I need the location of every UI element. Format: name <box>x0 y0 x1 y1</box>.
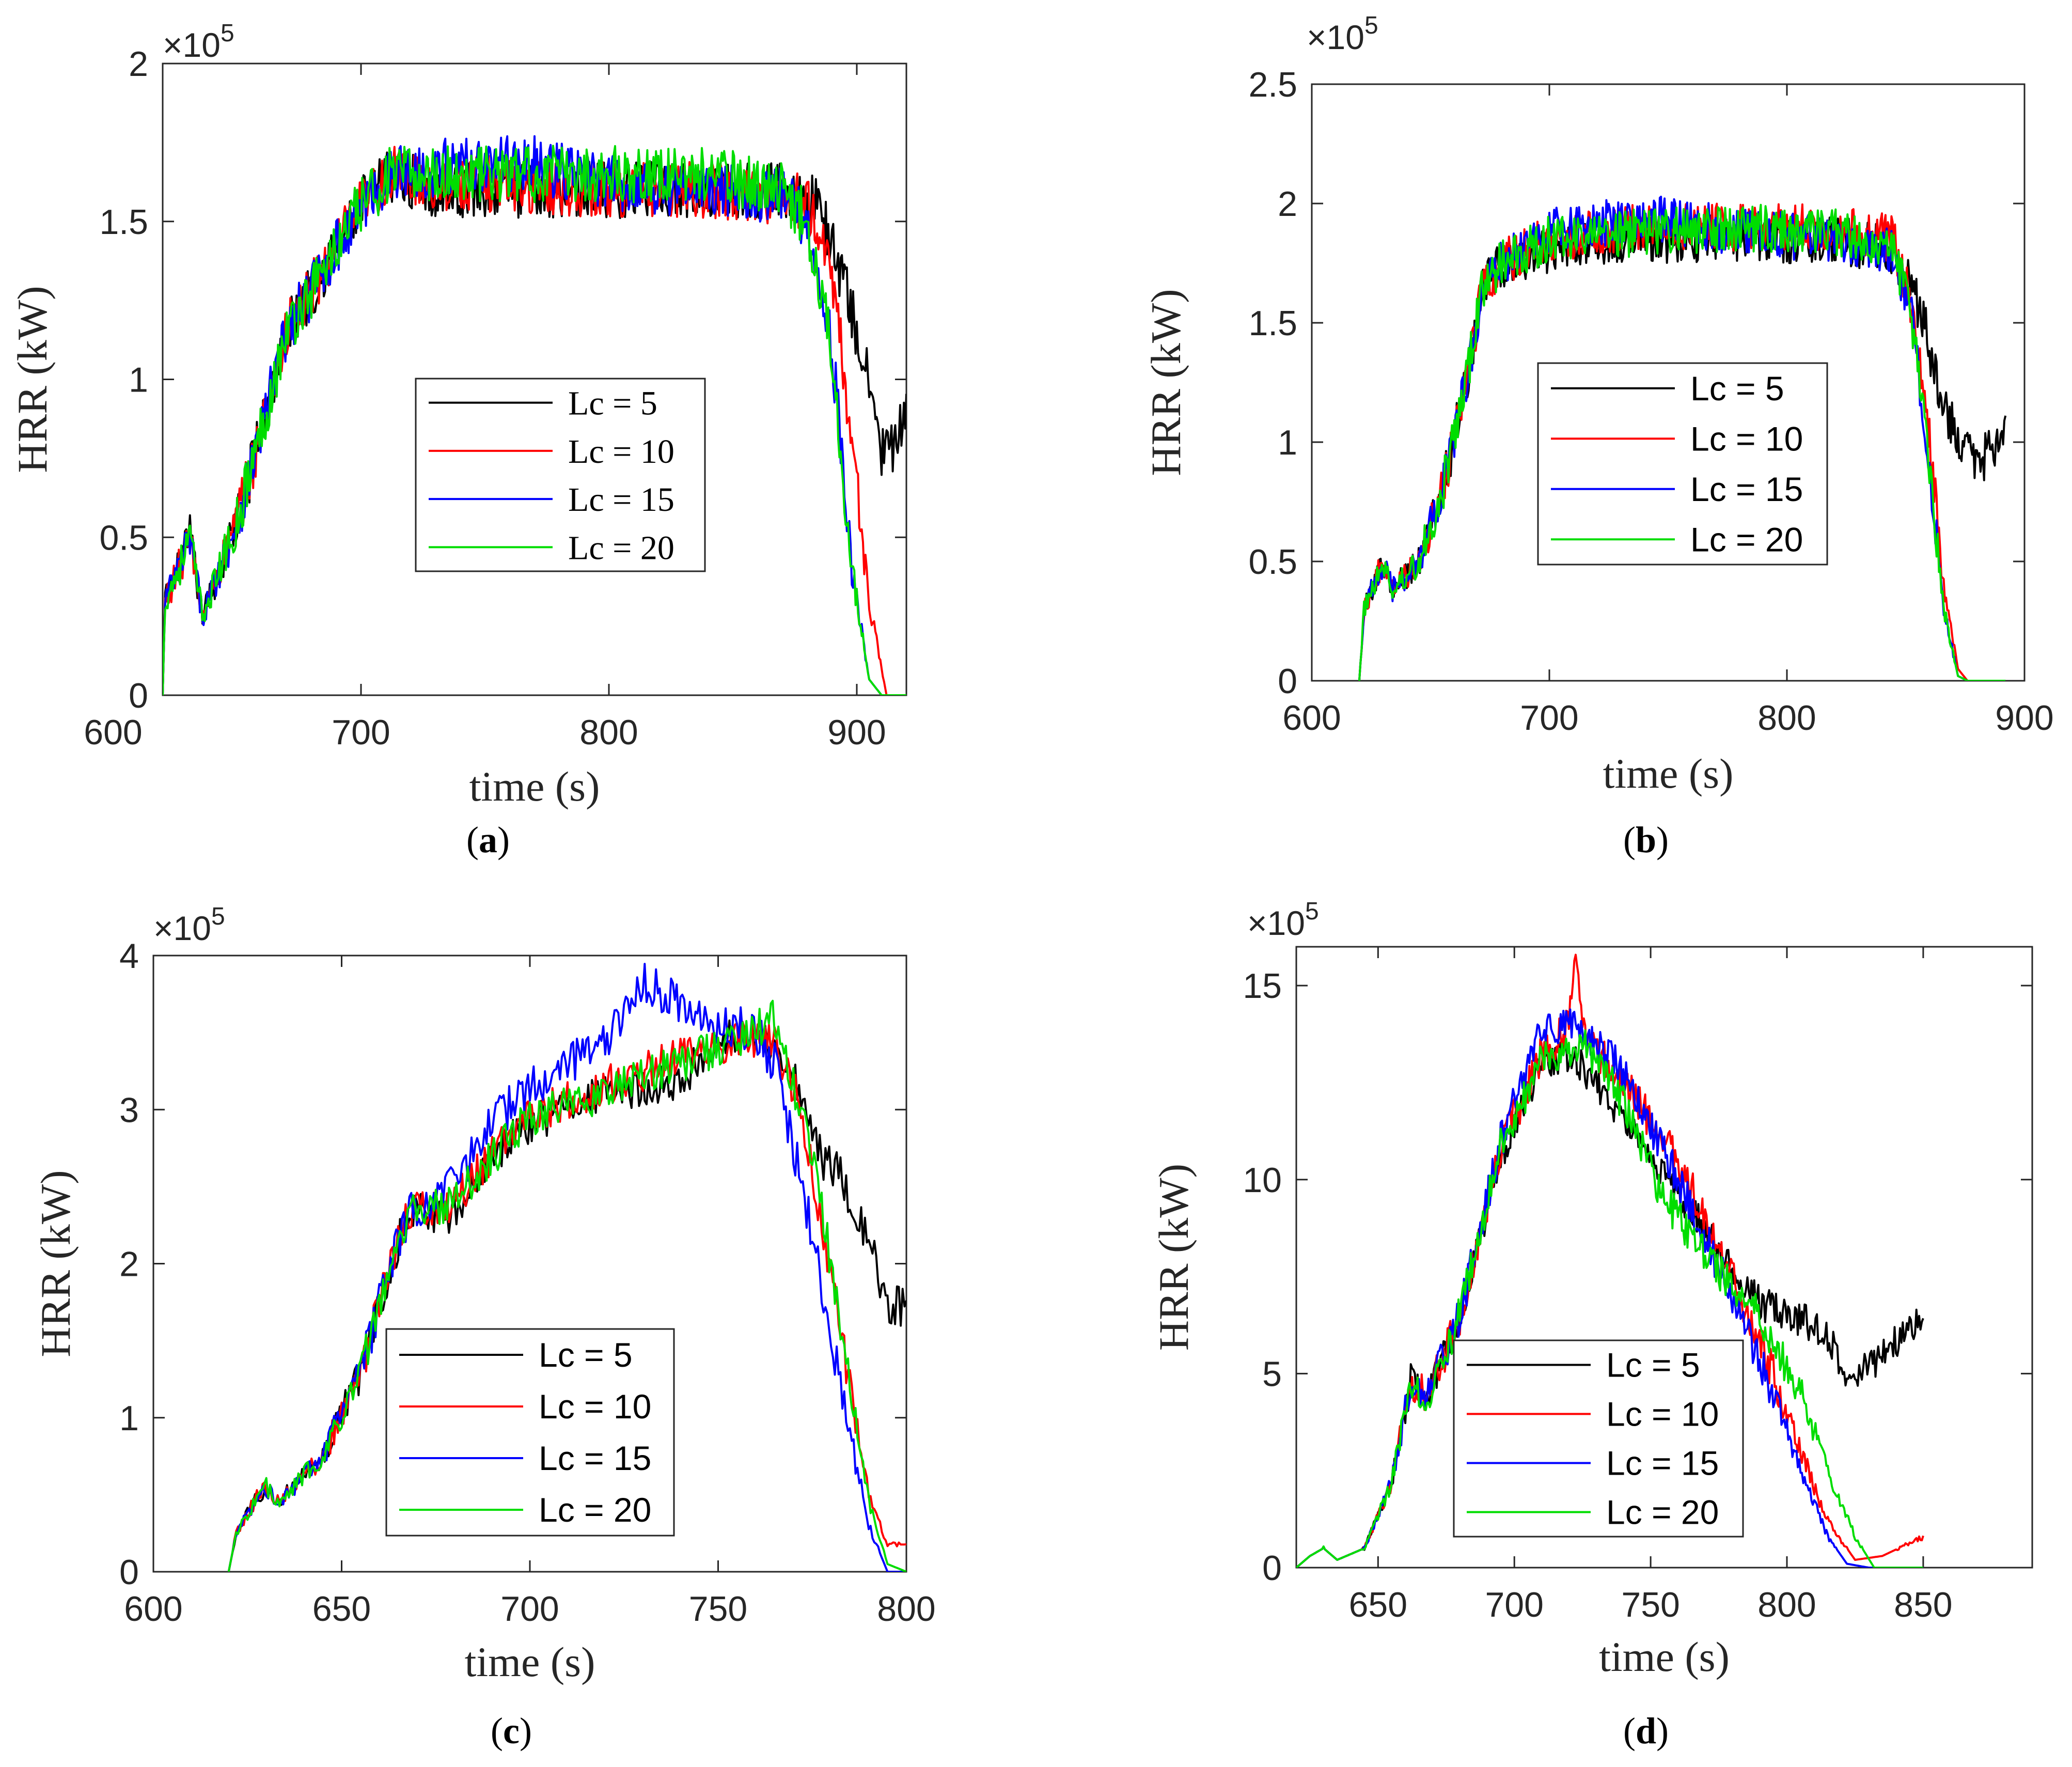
legend: Lc = 5 Lc = 10 Lc = 15 Lc = 20 <box>415 378 706 572</box>
y-tick-label: 15 <box>1243 966 1282 1006</box>
y-tick-label: 1.5 <box>1248 304 1297 343</box>
panel-caption: (b) <box>1623 819 1669 861</box>
y-tick-label: 1.5 <box>99 202 148 242</box>
legend-label: Lc = 20 <box>539 1491 651 1529</box>
x-tick-label: 700 <box>500 1589 559 1629</box>
x-tick-label: 750 <box>689 1589 747 1629</box>
y-axis-title: HRR (kW) <box>9 286 56 473</box>
legend-label: Lc = 5 <box>539 1336 633 1374</box>
y-tick-label: 0 <box>129 676 148 715</box>
series-line-lc-20 <box>227 999 906 1572</box>
y-tick-label: 2 <box>1278 184 1297 224</box>
legend: Lc = 5 Lc = 10 Lc = 15 Lc = 20 <box>385 1328 675 1537</box>
legend-box <box>415 378 706 572</box>
legend-label: Lc = 10 <box>539 1387 651 1426</box>
series-line-lc-20 <box>1358 204 2006 681</box>
legend-label: Lc = 20 <box>568 529 674 567</box>
y-tick-label: 0.5 <box>1248 542 1297 582</box>
series-line-lc-20 <box>163 145 906 695</box>
legend-label: Lc = 15 <box>539 1439 651 1477</box>
legend: Lc = 5 Lc = 10 Lc = 15 Lc = 20 <box>1537 362 1828 566</box>
x-tick-label: 900 <box>827 713 886 752</box>
y-axis-multiplier: ×105 <box>163 20 234 64</box>
legend-label: Lc = 20 <box>1606 1493 1719 1531</box>
x-tick-label: 850 <box>1894 1585 1952 1624</box>
panel-caption: (d) <box>1623 1710 1669 1752</box>
y-tick-label: 0 <box>1278 662 1297 701</box>
x-tick-label: 600 <box>1282 698 1341 738</box>
x-tick-label: 700 <box>332 713 390 752</box>
x-tick-label: 650 <box>312 1589 371 1629</box>
x-tick-label: 800 <box>1757 1585 1816 1624</box>
y-tick-label: 0 <box>1262 1549 1282 1588</box>
legend-label: Lc = 5 <box>1606 1346 1700 1384</box>
legend-label: Lc = 10 <box>1606 1395 1719 1433</box>
legend-label: Lc = 5 <box>1690 369 1784 408</box>
y-axis-multiplier: ×105 <box>1247 898 1319 942</box>
y-tick-label: 2.5 <box>1248 65 1297 104</box>
x-axis-title: time (s) <box>1599 1633 1730 1680</box>
series-line-lc-20 <box>1296 1029 1923 1568</box>
x-tick-label: 800 <box>1757 698 1816 738</box>
y-tick-label: 2 <box>119 1245 139 1284</box>
x-tick-label: 800 <box>877 1589 935 1629</box>
panel-b: 600 700 800 900 0 0.5 1 1.5 2 2.5 ×105 time (s) HRR … <box>1142 12 2054 861</box>
y-tick-label: 0.5 <box>99 518 148 557</box>
y-tick-label: 2 <box>129 44 148 84</box>
x-tick-label: 700 <box>1520 698 1578 738</box>
panel-c: 600 650 700 750 800 0 1 2 3 4 ×105 time (s) HRR (kW)… <box>32 903 936 1752</box>
panel-caption: (a) <box>466 819 510 861</box>
series-line-lc-15 <box>227 963 906 1572</box>
legend-label: Lc = 10 <box>1690 419 1803 458</box>
legend-box <box>1453 1339 1744 1538</box>
legend-label: Lc = 15 <box>1606 1444 1719 1482</box>
series-line-lc-10 <box>227 1021 906 1572</box>
legend: Lc = 5 Lc = 10 Lc = 15 Lc = 20 <box>1453 1339 1744 1538</box>
panel-a: 600 700 800 900 0 0.5 1 1.5 2 ×105 time (s) HRR (kW… <box>9 20 907 861</box>
y-tick-label: 0 <box>119 1553 139 1592</box>
y-tick-label: 1 <box>119 1399 139 1438</box>
y-axis-multiplier: ×105 <box>153 903 225 947</box>
y-tick-label: 5 <box>1262 1354 1282 1394</box>
x-axis-title: time (s) <box>469 763 600 810</box>
x-tick-label: 700 <box>1485 1585 1543 1624</box>
x-tick-label: 600 <box>84 713 142 752</box>
x-tick-label: 650 <box>1349 1585 1407 1624</box>
legend-box <box>385 1328 675 1537</box>
legend-label: Lc = 5 <box>568 385 657 423</box>
legend-label: Lc = 15 <box>568 481 674 519</box>
legend-label: Lc = 15 <box>1690 470 1803 508</box>
legend-label: Lc = 20 <box>1690 520 1803 558</box>
y-tick-label: 1 <box>1278 423 1297 462</box>
y-axis-multiplier: ×105 <box>1307 12 1378 56</box>
x-axis-title: time (s) <box>465 1638 595 1685</box>
y-tick-label: 3 <box>119 1090 139 1130</box>
legend-box <box>1537 362 1828 566</box>
panel-d: 650 700 750 800 850 0 5 10 15 ×105 time (s) HRR (kW… <box>1150 898 2033 1752</box>
y-tick-label: 10 <box>1243 1161 1282 1200</box>
panel-caption: (c) <box>491 1710 532 1752</box>
y-axis-title: HRR (kW) <box>1142 289 1189 476</box>
y-tick-label: 1 <box>129 361 148 400</box>
legend-label: Lc = 10 <box>568 433 674 471</box>
x-tick-label: 600 <box>124 1589 182 1629</box>
y-axis-title: HRR (kW) <box>32 1170 79 1357</box>
y-tick-label: 4 <box>119 936 139 976</box>
y-axis-title: HRR (kW) <box>1150 1164 1197 1351</box>
x-tick-label: 900 <box>1995 698 2053 738</box>
x-axis-title: time (s) <box>1603 750 1734 797</box>
x-tick-label: 800 <box>579 713 638 752</box>
x-tick-label: 750 <box>1621 1585 1679 1624</box>
